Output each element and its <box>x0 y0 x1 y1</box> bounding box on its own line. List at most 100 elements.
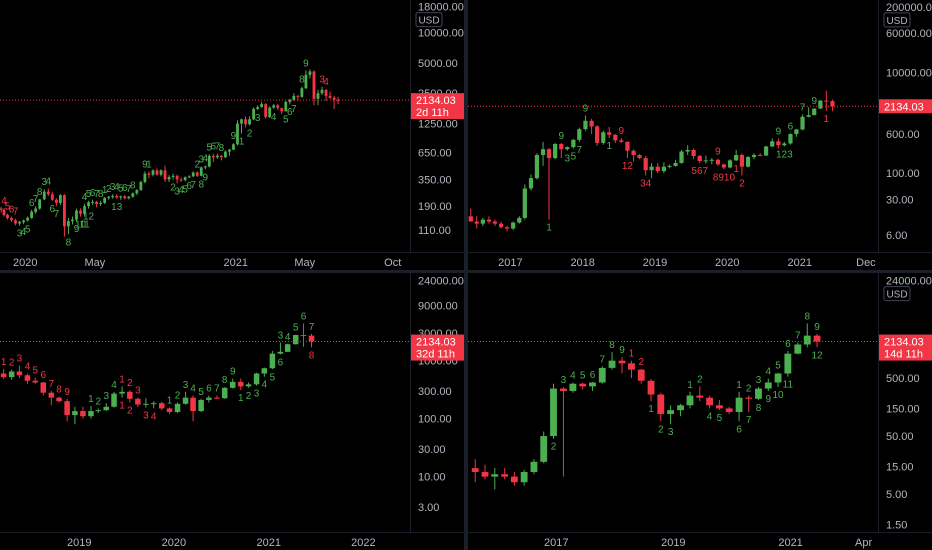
count-label: 12 <box>622 161 634 172</box>
candle <box>256 105 260 111</box>
candle-body <box>71 219 74 222</box>
candle <box>280 107 284 115</box>
candle-body <box>26 217 30 221</box>
candle-body <box>139 181 143 190</box>
count-label: 8 <box>37 187 43 198</box>
candle <box>589 381 596 391</box>
count-label: 13 <box>111 202 123 213</box>
candle-body <box>22 220 25 223</box>
candle-body <box>800 116 805 130</box>
candle-body <box>32 380 39 383</box>
count-label: 2 <box>746 384 752 395</box>
pane-divider-vertical[interactable] <box>464 0 468 550</box>
candle <box>248 116 251 126</box>
count-label: 4 <box>21 227 27 238</box>
candle-body <box>50 194 54 200</box>
candle-body <box>312 71 316 99</box>
candle <box>123 195 127 200</box>
candle-body <box>34 208 38 212</box>
candle-body <box>272 105 276 108</box>
count-label: 9 <box>619 126 625 137</box>
candle-body <box>99 202 103 204</box>
candle <box>22 219 25 225</box>
candle <box>637 368 645 384</box>
candle-body <box>83 206 86 214</box>
time-scale: 2017 2018 2019 2020 2021 Dec <box>498 257 876 269</box>
candle <box>667 164 672 169</box>
currency-box <box>883 286 911 302</box>
candle-body <box>637 155 642 159</box>
count-label: 3 <box>319 75 325 86</box>
candle-body <box>755 388 762 399</box>
candle <box>577 127 582 142</box>
candle <box>215 153 219 159</box>
candle <box>111 391 117 408</box>
price-tick-label: 5000.00 <box>418 58 458 70</box>
count-label: 6 <box>50 204 56 215</box>
count-label: 2 <box>638 357 644 368</box>
price-tick-label: 650.00 <box>418 147 452 159</box>
candle <box>159 169 163 177</box>
price-tick-label: 30.00 <box>418 444 446 456</box>
count-label: 3 <box>17 229 23 240</box>
candle <box>528 174 534 191</box>
count-label: 4 <box>178 185 184 196</box>
candle <box>618 357 626 374</box>
count-label: 1 <box>119 401 125 412</box>
count-label: 3 <box>198 154 204 165</box>
candle <box>103 196 107 204</box>
candle-body <box>655 166 660 172</box>
candle <box>150 401 157 409</box>
candle <box>332 95 336 109</box>
count-label: 7 <box>309 322 315 333</box>
candle-body <box>550 388 557 437</box>
price-badge-box <box>879 334 932 361</box>
candle-body <box>471 468 479 473</box>
count-label: 6 <box>122 183 128 194</box>
candle-body <box>813 335 821 342</box>
pane-divider-horizontal[interactable] <box>0 270 932 273</box>
candle-body <box>8 371 15 378</box>
candlestick-chart-daily[interactable]: 4567345678346789101112456781234567813912… <box>0 0 464 270</box>
candle-body <box>179 179 183 181</box>
candle <box>244 116 247 128</box>
chart-pane-weekly[interactable]: 193579191234567891091291236791200000.006… <box>468 0 932 270</box>
candle <box>679 149 684 164</box>
candle <box>191 171 195 177</box>
candle-body <box>6 214 9 219</box>
candle <box>559 142 564 159</box>
count-label: 11 <box>79 220 90 231</box>
candle <box>71 216 74 225</box>
current-price-badge: 2134.03 <box>879 99 932 114</box>
candle-body <box>782 143 787 146</box>
candlestick-chart-weekly[interactable]: 193579191234567891091291236791200000.006… <box>468 0 932 270</box>
candle-body <box>119 391 125 394</box>
candle-body <box>107 196 111 198</box>
candle-body <box>763 146 769 156</box>
count-label: 9 <box>814 322 820 333</box>
candle-body <box>284 101 288 112</box>
candle <box>115 194 119 199</box>
candle-body <box>320 89 324 94</box>
candle-body <box>75 210 78 220</box>
candle <box>206 395 212 403</box>
candle <box>224 150 227 159</box>
candle-body <box>115 195 119 198</box>
price-badge-value: 2134.03 <box>416 337 456 349</box>
candle-body <box>79 210 82 214</box>
candle-body <box>2 209 6 216</box>
candle <box>107 195 111 200</box>
candle-body <box>628 363 635 370</box>
count-label: 2 <box>127 405 133 416</box>
chart-pane-quarterly[interactable]: 2 3 4 5 6 7 8 9 1 2 1 2 3 1 2 4 5 6 7 8 9 1 2 3 4 5 6 7 8 9 10 11 12 2400… <box>468 273 932 550</box>
candle-body <box>42 191 46 200</box>
candle <box>806 107 811 118</box>
count-label: 2 <box>170 182 176 193</box>
chart-pane-daily[interactable]: 4 5 6 7 3 4 5 6 7 8 3 4 6 7 8 9 10 11 12 4 5 6 7 8 1 2 3 4 5 6 7 8 13 9 1 2… <box>0 0 464 270</box>
candle <box>481 464 489 480</box>
price-tick-label: 1250.00 <box>418 119 458 131</box>
price-badge-value: 2134.03 <box>884 337 924 349</box>
